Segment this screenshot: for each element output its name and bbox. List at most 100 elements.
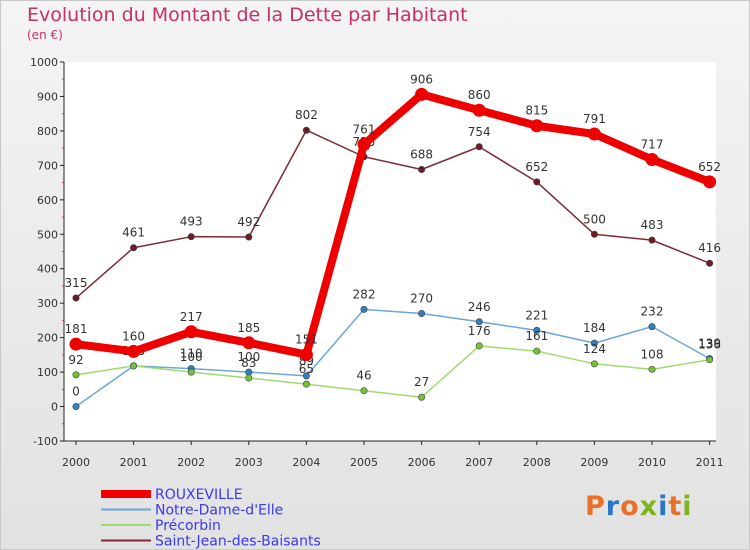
x-tick-label: 2000 <box>62 456 90 469</box>
legend-label: Précorbin <box>155 518 221 534</box>
series-1: 011811010089282270246221184232139 <box>72 287 721 411</box>
data-label: 160 <box>122 329 145 343</box>
logo-letter: o <box>620 491 640 522</box>
data-point <box>187 368 195 376</box>
x-tick-label: 2006 <box>408 456 436 469</box>
data-label: 754 <box>468 125 491 139</box>
data-label: 0 <box>72 385 80 399</box>
data-point <box>360 387 368 395</box>
data-point <box>587 127 601 141</box>
data-label: 232 <box>641 305 664 319</box>
data-point <box>418 310 426 318</box>
x-tick-label: 2001 <box>120 456 148 469</box>
logo-letter: x <box>639 491 659 522</box>
data-point <box>127 344 141 358</box>
x-tick-label: 2004 <box>292 456 320 469</box>
data-label: 46 <box>356 369 371 383</box>
data-label: 161 <box>525 329 548 343</box>
data-label: 717 <box>641 138 664 152</box>
proxiti-logo: Proxiti <box>585 491 693 522</box>
x-tick-label: 2005 <box>350 456 378 469</box>
data-point <box>648 236 656 244</box>
y-tick-label: -100 <box>33 435 58 448</box>
data-point <box>302 380 310 388</box>
data-point <box>418 165 426 173</box>
x-tick-label: 2007 <box>465 456 493 469</box>
data-label: 652 <box>698 160 721 174</box>
data-label: 802 <box>295 108 318 122</box>
data-label: 315 <box>65 276 88 290</box>
logo-letter: P <box>585 491 606 522</box>
legend: ROUXEVILLENotre-Dame-d'EllePrécorbinSain… <box>101 487 321 549</box>
data-point <box>533 326 541 334</box>
chart-title: Evolution du Montant de la Dette par Hab… <box>27 4 468 26</box>
data-label: 27 <box>414 375 429 389</box>
data-label: 246 <box>468 300 491 314</box>
x-tick-label: 2011 <box>696 456 724 469</box>
y-tick-label: 900 <box>37 90 58 103</box>
data-label: 184 <box>583 321 606 335</box>
series-line <box>72 90 714 359</box>
chart-subtitle: (en €) <box>27 28 63 42</box>
data-label: 906 <box>410 72 433 86</box>
data-point <box>242 336 256 350</box>
y-tick-label: 1000 <box>30 56 58 69</box>
data-label: 176 <box>468 324 491 338</box>
data-point <box>130 244 138 252</box>
data-point <box>184 325 198 339</box>
data-label: 791 <box>583 112 606 126</box>
data-point <box>245 233 253 241</box>
y-tick-label: 800 <box>37 125 58 138</box>
data-point <box>590 360 598 368</box>
x-tick-label: 2008 <box>523 456 551 469</box>
x-tick-label: 2009 <box>580 456 608 469</box>
data-label: 108 <box>641 347 664 361</box>
data-label: 100 <box>180 350 203 364</box>
data-label: 65 <box>299 362 314 376</box>
data-point <box>533 178 541 186</box>
data-point <box>703 175 717 189</box>
series-line <box>75 345 711 398</box>
data-point <box>590 230 598 238</box>
data-label: 110 <box>180 347 203 361</box>
data-label: 270 <box>410 292 433 306</box>
data-point <box>590 339 598 347</box>
data-point <box>187 233 195 241</box>
y-tick-label: 200 <box>37 332 58 345</box>
data-label: 492 <box>237 215 260 229</box>
legend-label: Saint-Jean-des-Baisants <box>155 534 321 550</box>
data-point <box>69 337 83 351</box>
data-label: 100 <box>237 350 260 364</box>
logo-letter: i <box>682 491 693 522</box>
data-label: 688 <box>410 147 433 161</box>
data-point <box>302 126 310 134</box>
series-0: 181 160 217 185 151 761 906 860 815 791 717 652 <box>65 72 721 362</box>
data-label: 652 <box>525 160 548 174</box>
series-line <box>75 129 711 299</box>
data-point <box>130 362 138 370</box>
data-label: 483 <box>641 218 664 232</box>
y-tick-label: 400 <box>37 263 58 276</box>
data-point <box>245 374 253 382</box>
data-label: 461 <box>122 226 145 240</box>
data-point <box>472 103 486 117</box>
data-point <box>533 347 541 355</box>
data-point <box>418 393 426 401</box>
data-label: 139 <box>698 337 721 351</box>
data-point <box>415 87 429 101</box>
data-label: 83 <box>241 356 256 370</box>
data-point <box>72 371 80 379</box>
data-point <box>475 342 483 350</box>
y-tick-label: 100 <box>37 366 58 379</box>
data-point <box>360 305 368 313</box>
legend-label: Notre-Dame-d'Elle <box>155 503 283 519</box>
series-line <box>75 308 711 408</box>
data-point <box>299 348 313 362</box>
data-label: 860 <box>468 88 491 102</box>
data-point <box>648 365 656 373</box>
data-point <box>475 318 483 326</box>
data-point <box>645 153 659 167</box>
data-point <box>72 403 80 411</box>
